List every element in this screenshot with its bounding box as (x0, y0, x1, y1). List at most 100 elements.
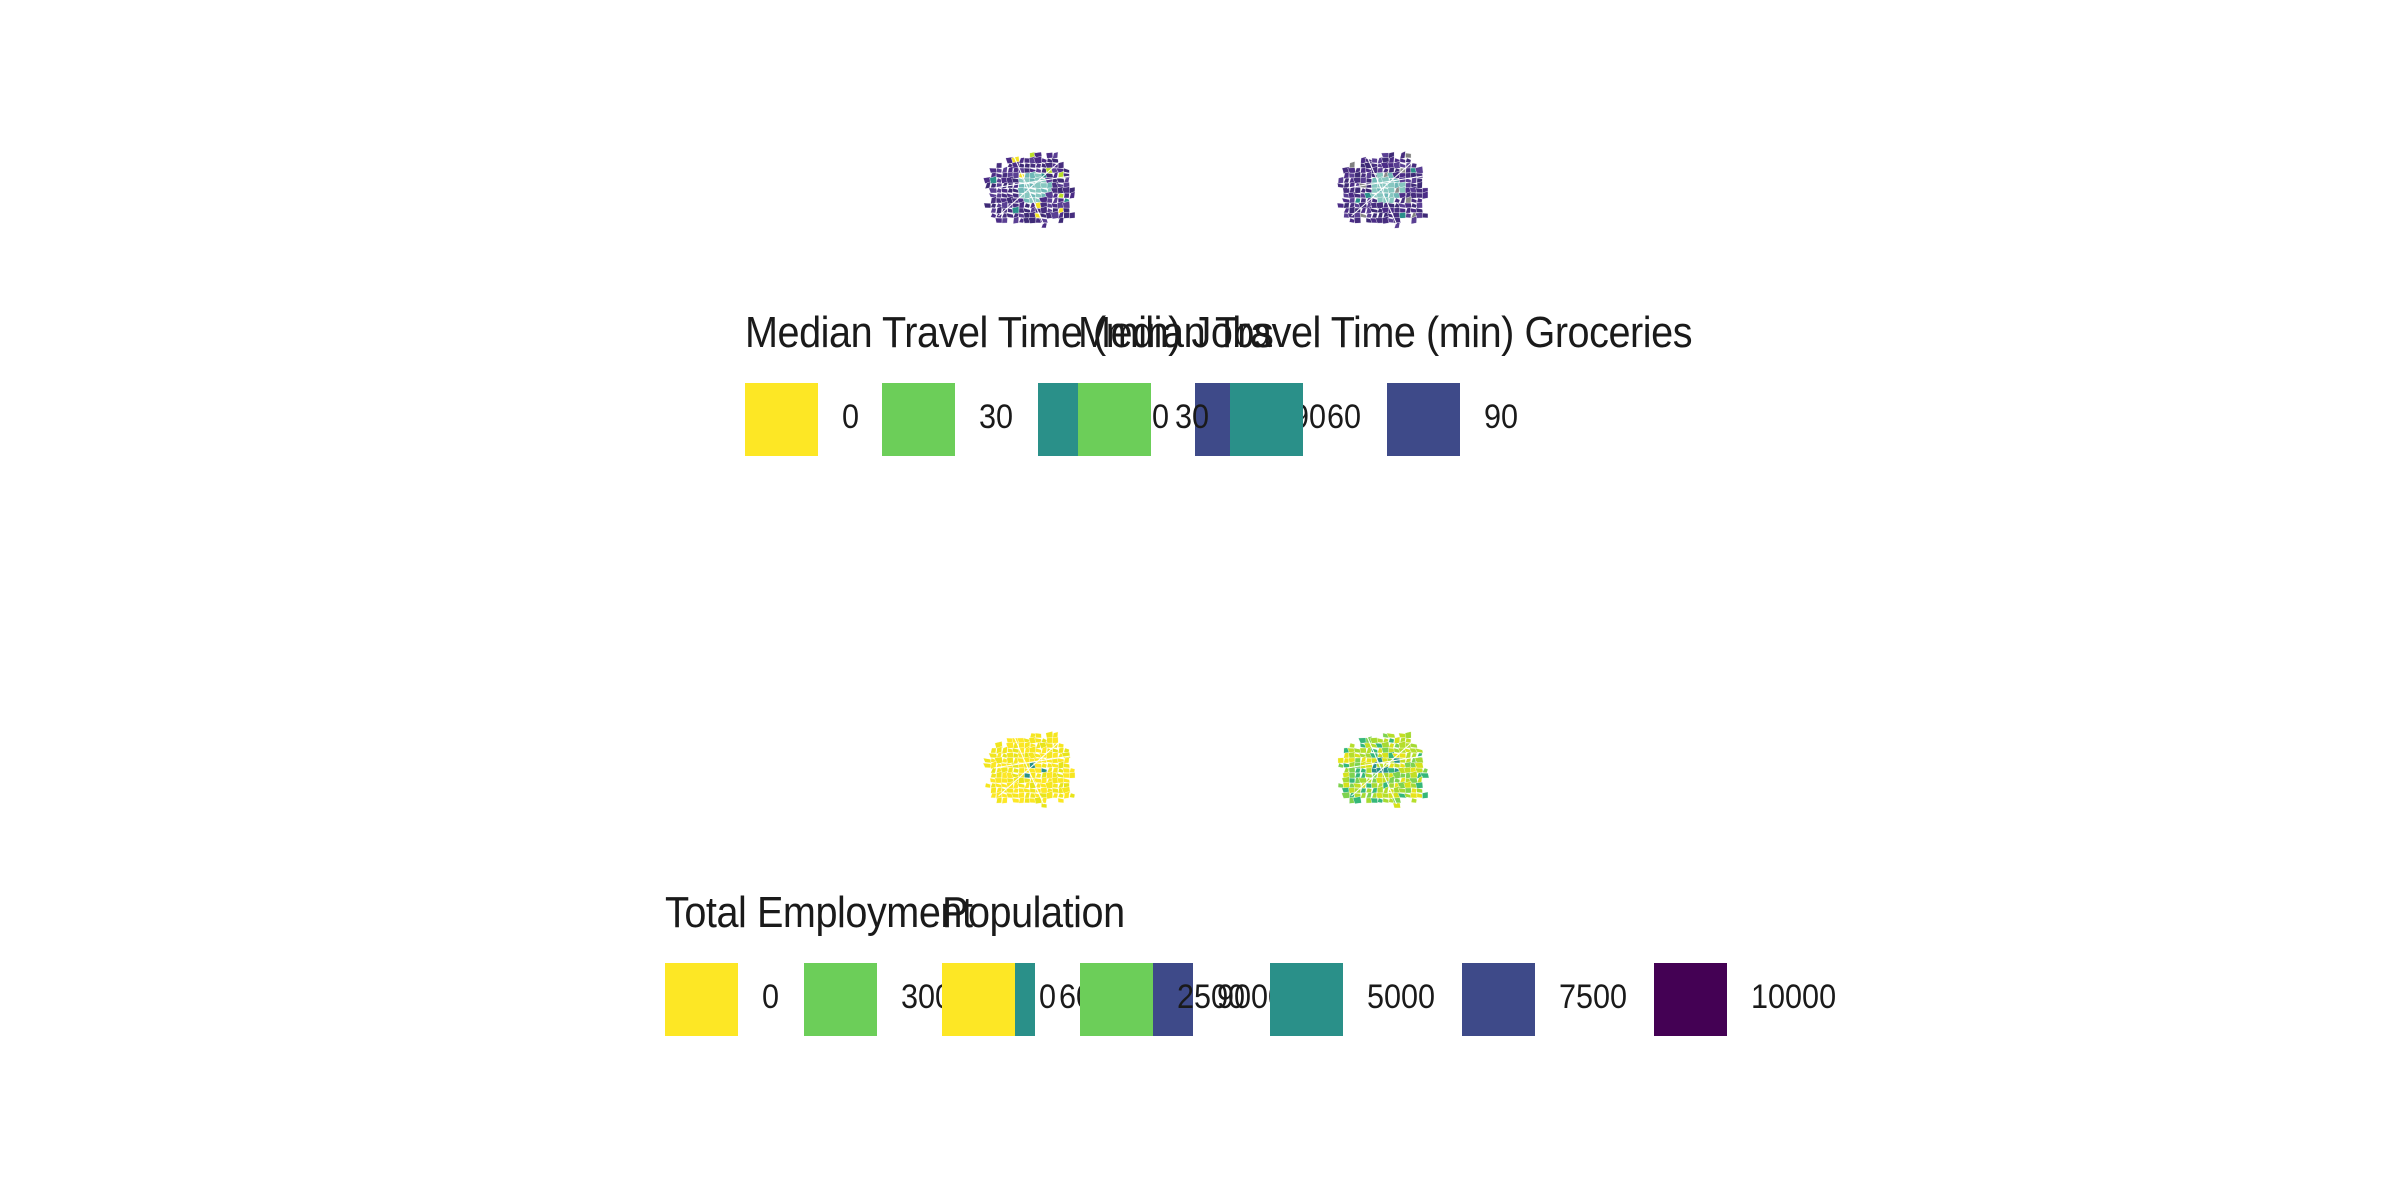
map-tract (1012, 216, 1020, 225)
map-road (1346, 175, 1424, 189)
map-tract (1012, 182, 1020, 189)
map-tract (1365, 187, 1373, 194)
map-tract (1057, 792, 1065, 799)
map-tract (990, 202, 997, 209)
map-tract (996, 206, 1003, 215)
map-tract (1359, 747, 1367, 754)
map-tract (1376, 737, 1384, 744)
map-tract (1069, 792, 1076, 799)
legend-label: 0 (762, 978, 780, 1016)
map-tract (1348, 772, 1356, 779)
map-tract (1341, 791, 1351, 799)
map-tract (1354, 762, 1362, 769)
map-tract (1343, 202, 1350, 209)
map-tract (1410, 215, 1418, 225)
map-tract (1360, 187, 1367, 194)
map-tract (1337, 757, 1344, 764)
map-tract (1354, 767, 1361, 774)
map-tract (1045, 152, 1054, 159)
map-tract (1069, 191, 1076, 199)
map-tract (1035, 772, 1042, 779)
map-tract (982, 757, 992, 764)
map-tract (1035, 167, 1042, 174)
map-tract (1024, 202, 1031, 209)
map-tract (996, 192, 1003, 199)
map-tract (1353, 217, 1362, 224)
map-tract (1392, 802, 1401, 809)
legend-label: 10000 (1751, 978, 1837, 1016)
map-tract (1416, 181, 1423, 189)
map-tract (1360, 156, 1367, 164)
map-tract (1371, 212, 1378, 219)
map-tract (1018, 742, 1025, 749)
map-tract (996, 797, 1003, 804)
map-road (1351, 159, 1415, 217)
legend-swatch (1462, 963, 1535, 1036)
map-tract (1394, 221, 1401, 229)
map-tract (990, 787, 997, 794)
map-tract (1046, 202, 1053, 209)
map-tract (988, 167, 998, 174)
map-tract (1365, 171, 1373, 180)
map-tract (990, 212, 997, 219)
map-tract (990, 196, 997, 205)
map-tract (1062, 767, 1071, 774)
map-tract (1415, 781, 1424, 789)
map-tract (1052, 751, 1059, 759)
map-tract (1001, 217, 1008, 224)
map-tract (1353, 212, 1362, 219)
map-tract (1410, 797, 1418, 804)
map-tract (1040, 787, 1048, 794)
map-tract (1007, 187, 1014, 194)
map-tract (1405, 157, 1412, 164)
map-tract (1029, 787, 1036, 794)
map-tract (1422, 190, 1429, 200)
map-tract (1035, 162, 1042, 169)
map-tract (1040, 187, 1048, 194)
map-tract (1381, 215, 1390, 225)
map-tract (1034, 732, 1042, 739)
legend-label: 0 (1039, 978, 1057, 1016)
map-tract (1399, 196, 1406, 204)
map-tract (1024, 162, 1031, 169)
map-tract (1387, 767, 1396, 774)
map-tract (1012, 171, 1020, 179)
map-tract (1057, 797, 1065, 804)
map-tract (995, 172, 1003, 179)
legend-label: 2500 (1177, 978, 1246, 1016)
map-tract (982, 762, 992, 769)
map-tract (1069, 211, 1076, 219)
map-tract (1377, 797, 1384, 804)
map-tract (1348, 751, 1356, 759)
map-road (1011, 731, 1044, 805)
map-tract (1011, 206, 1020, 214)
map-tract (1052, 151, 1059, 159)
legend-label: 60 (1327, 398, 1362, 436)
map-tract (1011, 797, 1020, 804)
map-tract (1398, 212, 1407, 219)
map-tract (1012, 787, 1020, 794)
map-tract (1017, 782, 1026, 789)
map-tract (1337, 176, 1344, 184)
map-tract (1005, 787, 1015, 794)
map-tract (1018, 162, 1025, 169)
map-tract (1414, 747, 1424, 754)
map-tract (1364, 772, 1373, 779)
map-tract (1024, 797, 1031, 804)
map-tract (1063, 211, 1070, 219)
map-tract (1006, 752, 1014, 759)
map-tract (1062, 200, 1071, 210)
legend-label: 30 (979, 398, 1014, 436)
map-tract (1409, 742, 1418, 749)
map-tract (1349, 197, 1356, 204)
map-road (1364, 151, 1397, 225)
legend-title: Population (942, 888, 1125, 937)
map-tract (1062, 762, 1070, 769)
map-tract (1398, 752, 1407, 759)
map-tract (1028, 216, 1037, 224)
map-tract (1394, 736, 1401, 744)
map-tract (1404, 787, 1412, 794)
map-road (993, 755, 1071, 769)
map-tract (1354, 187, 1361, 194)
map-tract (1001, 796, 1008, 804)
